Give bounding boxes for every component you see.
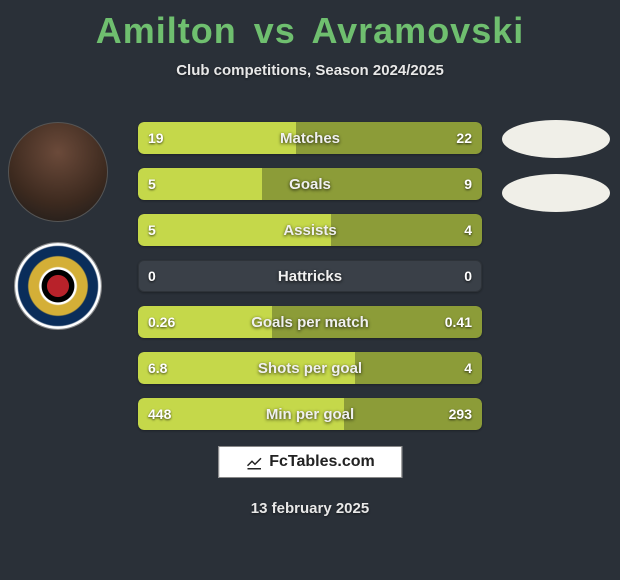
vs-text: vs <box>248 10 302 51</box>
stat-bars: 1922Matches 59Goals 54Assists 00Hattricks 0.… <box>138 122 482 430</box>
stat-label: Min per goal <box>138 406 482 423</box>
stat-label: Matches <box>138 130 482 147</box>
stat-row: 1922Matches <box>138 122 482 154</box>
player1-name: Amilton <box>96 10 237 51</box>
stat-row: 59Goals <box>138 168 482 200</box>
stat-label: Goals per match <box>138 314 482 331</box>
player2-name: Avramovski <box>311 10 524 51</box>
stat-label: Goals <box>138 176 482 193</box>
stat-row: 54Assists <box>138 214 482 246</box>
footer-date: 13 february 2025 <box>0 500 620 517</box>
left-avatars <box>8 122 108 330</box>
comparison-title: Amilton vs Avramovski <box>0 0 620 52</box>
stat-label: Hattricks <box>138 268 482 285</box>
stat-row: 00Hattricks <box>138 260 482 292</box>
stat-row: 448293Min per goal <box>138 398 482 430</box>
player1-club-badge <box>14 242 102 330</box>
right-avatars <box>502 120 610 212</box>
stat-label: Assists <box>138 222 482 239</box>
stat-label: Shots per goal <box>138 360 482 377</box>
chart-icon <box>245 453 263 471</box>
player1-photo <box>8 122 108 222</box>
player2-club-placeholder <box>502 174 610 212</box>
stat-row: 0.260.41Goals per match <box>138 306 482 338</box>
stat-row: 6.84Shots per goal <box>138 352 482 384</box>
site-badge[interactable]: FcTables.com <box>218 446 402 478</box>
subtitle: Club competitions, Season 2024/2025 <box>0 62 620 79</box>
site-name: FcTables.com <box>269 453 375 471</box>
player2-photo-placeholder <box>502 120 610 158</box>
